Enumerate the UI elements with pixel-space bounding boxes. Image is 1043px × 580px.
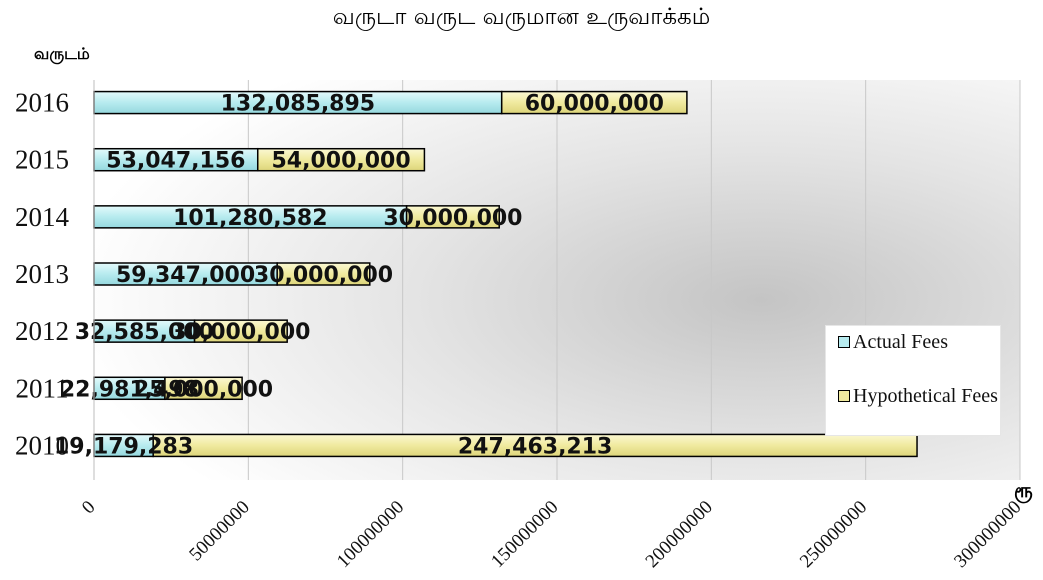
- data-label: 60,000,000: [525, 92, 664, 117]
- x-axis-unit: ரூ: [1014, 478, 1033, 502]
- x-tick-label: 300000000: [950, 497, 1025, 572]
- y-tick-label: 2013: [15, 259, 69, 289]
- data-label: 22,981,498: [60, 377, 199, 402]
- y-tick-label: 2014: [15, 202, 70, 232]
- data-label: 30,000,000: [383, 206, 522, 231]
- y-tick-label: 2016: [15, 88, 69, 118]
- x-tick-label: 250000000: [796, 497, 871, 572]
- y-tick-label: 2010: [15, 430, 69, 460]
- legend-label-actual: Actual Fees: [853, 331, 948, 353]
- bar-hypothetical: [405, 205, 500, 229]
- legend-item-hypothetical-fees: Hypothetical Fees: [838, 384, 1003, 408]
- data-label: 101,280,582: [173, 206, 327, 231]
- data-label: 19,179,283: [54, 434, 193, 459]
- data-label: 132,085,895: [221, 92, 375, 117]
- data-label: 30,000,000: [254, 263, 393, 288]
- y-axis-title: வருடம்: [34, 44, 90, 63]
- bar-hypothetical: [276, 262, 371, 286]
- bar-hypothetical: [152, 433, 918, 458]
- legend: Actual Fees Hypothetical Fees: [825, 325, 1001, 436]
- data-label: 32,585,000: [75, 320, 214, 345]
- data-label: 53,047,156: [106, 149, 245, 174]
- y-tick-label: 2011: [16, 373, 69, 403]
- data-label: 59,347,000: [116, 263, 255, 288]
- x-tick-label: 200000000: [642, 497, 717, 572]
- bar-hypothetical: [164, 376, 243, 401]
- legend-swatch-actual: [838, 336, 850, 348]
- legend-swatch-hypothetical: [838, 390, 850, 402]
- bar-hypothetical: [256, 147, 426, 172]
- data-label: 54,000,000: [271, 149, 410, 174]
- data-label: 247,463,213: [458, 434, 612, 459]
- bar-hypothetical: [500, 90, 688, 115]
- bar-hypothetical: [193, 319, 288, 343]
- y-tick-label: 2015: [15, 145, 69, 175]
- data-label: 25,000,000: [134, 377, 273, 402]
- data-label: 30,000,000: [171, 320, 310, 345]
- x-tick-label: 50000000: [185, 497, 254, 566]
- legend-label-hypothetical: Hypothetical Fees: [853, 385, 998, 407]
- legend-item-actual-fees: Actual Fees: [838, 330, 1003, 354]
- y-tick-label: 2012: [15, 316, 69, 346]
- x-tick-label: 100000000: [333, 497, 408, 572]
- x-tick-label: 150000000: [487, 497, 562, 572]
- x-tick-label: 0: [78, 497, 100, 519]
- chart-title: வருடா வருட வருமான உருவாக்கம்: [332, 4, 711, 30]
